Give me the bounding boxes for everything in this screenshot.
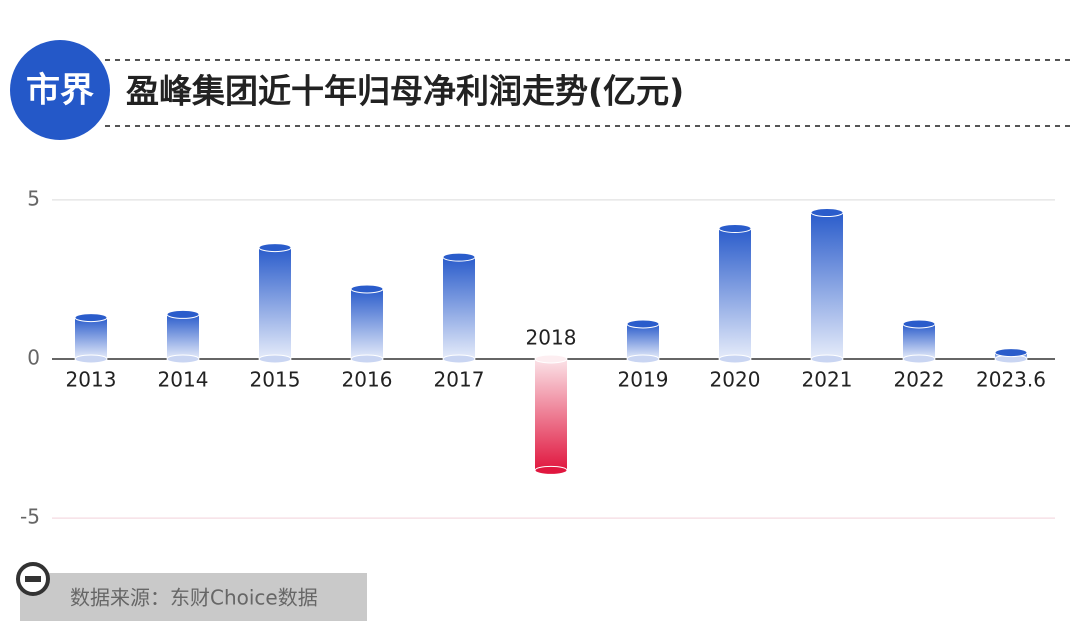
- x-tick-label: 2013: [66, 367, 117, 391]
- bar-cap: [902, 354, 936, 364]
- y-tick-label: -5: [20, 505, 40, 529]
- bar-cap: [718, 354, 752, 364]
- bar: [351, 288, 383, 359]
- y-tick-label: 5: [27, 186, 40, 210]
- bar: [443, 257, 475, 359]
- source-box: [20, 573, 367, 621]
- bar: [903, 323, 935, 359]
- plot: -5 0 5 2013 2014 2015 2016 2017 2018 2019 2020 2021…: [20, 186, 1055, 529]
- x-tick-label: 2020: [710, 367, 761, 391]
- bar-cap: [350, 284, 384, 294]
- bar-cap: [258, 243, 292, 253]
- bar: [811, 212, 843, 359]
- bar: [259, 247, 291, 359]
- bar-cap: [442, 252, 476, 262]
- bar-cap: [534, 465, 568, 475]
- logo: 市界: [26, 71, 94, 111]
- bar-cap: [350, 354, 384, 364]
- bar: [535, 358, 567, 471]
- bar: [167, 314, 199, 359]
- x-tick-label: 2014: [158, 367, 209, 391]
- chart-title: 盈峰集团近十年归母净利润走势(亿元): [126, 72, 684, 111]
- bar-cap: [810, 354, 844, 364]
- bar-cap: [626, 354, 660, 364]
- x-tick-label: 2016: [342, 367, 393, 391]
- x-tick-label: 2021: [802, 367, 853, 391]
- x-tick-label: 2017: [434, 367, 485, 391]
- source-icon: [25, 576, 41, 582]
- bar-cap: [534, 354, 568, 364]
- source: 数据来源：东财Choice数据: [70, 586, 318, 610]
- bar: [75, 317, 107, 359]
- bar-cap: [258, 354, 292, 364]
- bar-cap: [718, 223, 752, 233]
- bar: [719, 228, 751, 359]
- bar-cap: [902, 319, 936, 329]
- logo-badge: [10, 40, 110, 140]
- bar-cap: [166, 354, 200, 364]
- x-tick-label: 2015: [250, 367, 301, 391]
- bar-cap: [166, 309, 200, 319]
- bar-cap: [994, 348, 1028, 358]
- x-tick-label: 2022: [894, 367, 945, 391]
- bar-cap: [74, 354, 108, 364]
- y-tick-label: 0: [27, 345, 40, 369]
- x-tick-label: 2018: [526, 325, 577, 349]
- bar: [627, 323, 659, 359]
- bar-cap: [626, 319, 660, 329]
- bar-cap: [442, 354, 476, 364]
- bar-cap: [810, 208, 844, 218]
- x-tick-label: 2019: [618, 367, 669, 391]
- bar-cap: [74, 313, 108, 323]
- x-tick-label: 2023.6: [976, 367, 1046, 391]
